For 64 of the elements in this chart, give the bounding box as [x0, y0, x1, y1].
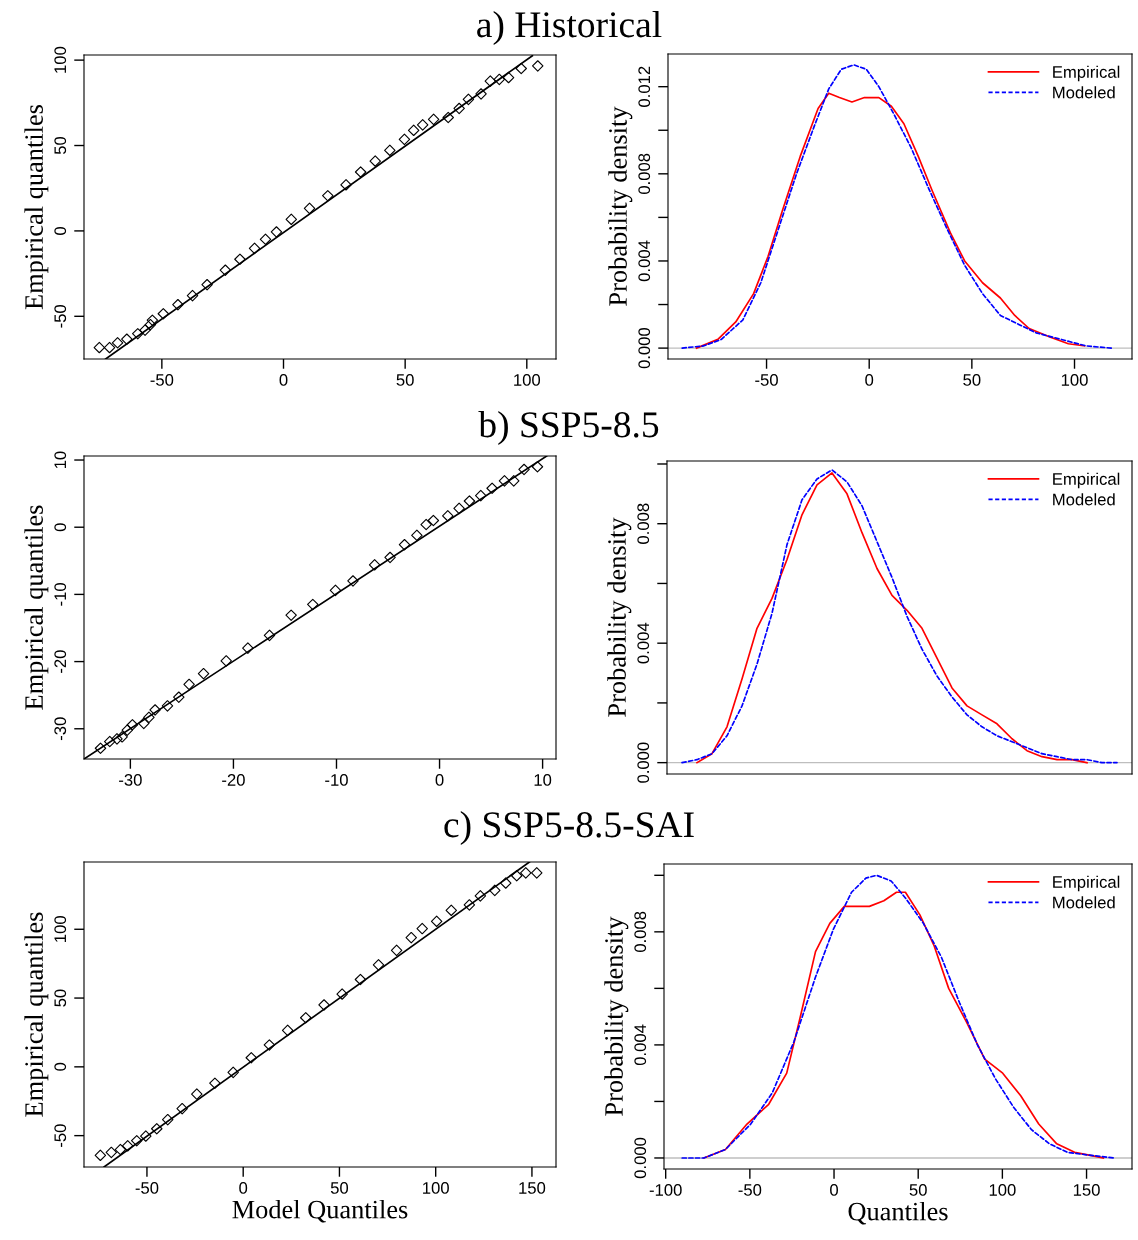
y-tick-label: 0 — [54, 226, 67, 235]
x-tick-label: 150 — [1073, 1184, 1100, 1196]
y-tick-label: -50 — [54, 1124, 67, 1147]
y-tick-label: 0.000 — [637, 742, 650, 783]
y-tick-label: -20 — [54, 650, 67, 673]
y-tick-label: 100 — [54, 46, 67, 73]
x-tick-label: 50 — [963, 374, 981, 386]
y-tick-label: 50 — [54, 989, 67, 1007]
x-tick-label: 0 — [435, 774, 444, 786]
y-axis-title: Empirical quantiles — [24, 505, 49, 710]
y-tick-label: -10 — [54, 583, 67, 606]
y-tick-label: 0.012 — [638, 66, 651, 107]
y-tick-label: 0.004 — [634, 1024, 647, 1066]
x-tick-label: 0 — [830, 1184, 839, 1196]
x-tick-label: -50 — [738, 1184, 762, 1196]
y-tick-label: 0.004 — [638, 240, 651, 282]
x-tick-label: -30 — [119, 774, 142, 786]
y-axis-title: Empirical quantiles — [24, 912, 49, 1117]
y-tick-label: -50 — [54, 304, 67, 328]
legend-label: Modeled — [1053, 86, 1115, 99]
y-tick-label: 100 — [54, 916, 67, 942]
x-axis-title: Quantiles — [848, 1201, 948, 1225]
x-tick-label: 50 — [330, 1182, 349, 1194]
legend-label: Modeled — [1053, 896, 1115, 909]
x-tick-label: 100 — [423, 1182, 449, 1194]
x-tick-label: -50 — [755, 374, 778, 386]
y-axis-title: Probability density — [604, 916, 629, 1116]
chart-title: a) Historical — [477, 11, 662, 45]
legend-label: Empirical — [1053, 472, 1120, 489]
x-tick-label: -10 — [325, 774, 348, 786]
x-tick-label: 100 — [514, 374, 541, 386]
y-axis-title: Probability density — [607, 517, 632, 717]
x-tick-label: 100 — [989, 1184, 1016, 1196]
y-tick-label: 0.000 — [638, 327, 651, 369]
x-tick-label: 50 — [909, 1184, 927, 1196]
y-tick-label: 0.008 — [638, 153, 651, 195]
x-tick-label: -20 — [222, 774, 245, 786]
y-tick-label: 0.008 — [637, 503, 650, 544]
y-tick-label: 0.008 — [634, 911, 647, 953]
legend-label: Empirical — [1053, 65, 1120, 82]
legend-label: Modeled — [1053, 493, 1115, 506]
x-tick-label: -50 — [150, 374, 174, 386]
y-tick-label: 50 — [54, 136, 67, 155]
y-axis-title: Empirical quantiles — [24, 105, 49, 310]
x-tick-label: -100 — [649, 1184, 682, 1196]
y-tick-label: 0 — [54, 523, 67, 532]
x-tick-label: -50 — [135, 1182, 159, 1194]
y-tick-label: 0 — [54, 1062, 67, 1071]
chart-title: c) SSP5-8.5-SAI — [444, 811, 694, 845]
x-tick-label: 0 — [279, 374, 288, 386]
x-axis-title: Model Quantiles — [232, 1199, 408, 1223]
y-tick-label: 10 — [54, 451, 67, 469]
x-tick-label: 50 — [396, 374, 414, 386]
y-tick-label: -30 — [54, 717, 67, 741]
x-tick-label: 100 — [1061, 374, 1088, 386]
x-tick-label: 0 — [865, 374, 874, 386]
chart-title: b) SSP5-8.5 — [478, 411, 659, 445]
x-tick-label: 10 — [534, 774, 552, 786]
y-tick-label: 0.004 — [637, 622, 650, 664]
y-tick-label: 0.000 — [634, 1137, 647, 1179]
legend-label: Empirical — [1053, 875, 1120, 892]
y-axis-title: Probability density — [608, 106, 633, 306]
x-tick-label: 150 — [519, 1182, 546, 1194]
x-tick-label: 0 — [239, 1182, 248, 1194]
